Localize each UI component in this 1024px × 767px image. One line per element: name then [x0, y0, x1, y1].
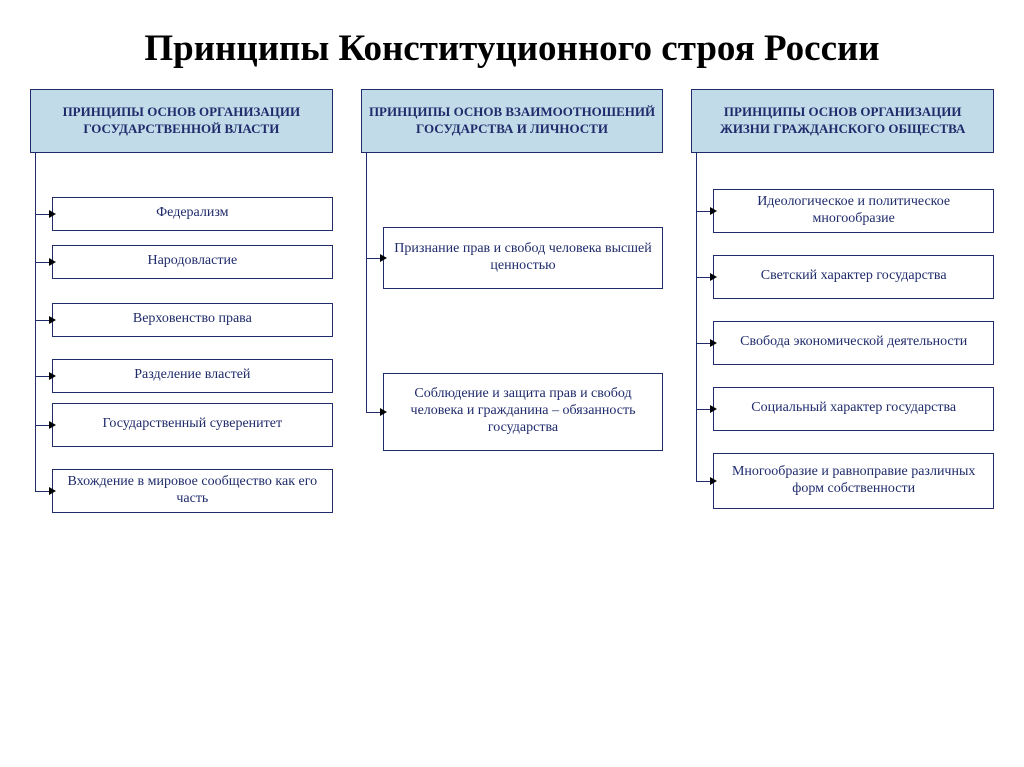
arrow-right-icon: [710, 207, 717, 215]
principle-item: Социальный характер государства: [713, 387, 994, 431]
column-2: ПРИНЦИПЫ ОСНОВ ВЗАИМООТНОШЕНИЙ ГОСУДАРСТ…: [361, 89, 664, 513]
items-wrap: Идеологическое и политическое многообраз…: [691, 153, 994, 509]
principle-item: Федерализм: [52, 197, 333, 231]
principle-item: Разделение властей: [52, 359, 333, 393]
item-row: Признание прав и свобод человека высшей …: [383, 227, 664, 289]
item-row: Соблюдение и защита прав и свобод челове…: [383, 373, 664, 451]
item-row: Государственный суверенитет: [52, 403, 333, 447]
principle-item: Народовластие: [52, 245, 333, 279]
arrow-right-icon: [49, 372, 56, 380]
item-row: Идеологическое и политическое многообраз…: [713, 189, 994, 233]
vertical-line: [35, 153, 36, 491]
item-row: Верховенство права: [52, 303, 333, 337]
items-wrap: Признание прав и свобод человека высшей …: [361, 153, 664, 451]
item-row: Многообразие и равноправие различных фор…: [713, 453, 994, 509]
arrow-right-icon: [710, 405, 717, 413]
column-header: ПРИНЦИПЫ ОСНОВ ОРГАНИЗАЦИИ ЖИЗНИ ГРАЖДАН…: [691, 89, 994, 153]
principle-item: Государственный суверенитет: [52, 403, 333, 447]
arrow-right-icon: [710, 477, 717, 485]
arrow-right-icon: [49, 210, 56, 218]
arrow-right-icon: [710, 273, 717, 281]
principle-item: Идеологическое и политическое многообраз…: [713, 189, 994, 233]
page-title: Принципы Конституционного строя России: [0, 0, 1024, 89]
item-row: Федерализм: [52, 197, 333, 231]
item-row: Разделение властей: [52, 359, 333, 393]
arrow-right-icon: [49, 487, 56, 495]
columns-container: ПРИНЦИПЫ ОСНОВ ОРГАНИЗАЦИИ ГОСУДАРСТВЕНН…: [0, 89, 1024, 513]
principle-item: Свобода экономической деятельности: [713, 321, 994, 365]
principle-item: Вхождение в мировое сообщество как его ч…: [52, 469, 333, 513]
principle-item: Признание прав и свобод человека высшей …: [383, 227, 664, 289]
principle-item: Верховенство права: [52, 303, 333, 337]
item-row: Социальный характер государства: [713, 387, 994, 431]
arrow-right-icon: [49, 421, 56, 429]
item-row: Светский характер государства: [713, 255, 994, 299]
item-row: Вхождение в мировое сообщество как его ч…: [52, 469, 333, 513]
item-row: Народовластие: [52, 245, 333, 279]
vertical-line: [696, 153, 697, 481]
arrow-right-icon: [49, 258, 56, 266]
column-3: ПРИНЦИПЫ ОСНОВ ОРГАНИЗАЦИИ ЖИЗНИ ГРАЖДАН…: [691, 89, 994, 513]
arrow-right-icon: [380, 254, 387, 262]
items-wrap: Федерализм Народовластие Верховенство прав…: [30, 153, 333, 513]
principle-item: Светский характер государства: [713, 255, 994, 299]
column-header: ПРИНЦИПЫ ОСНОВ ВЗАИМООТНОШЕНИЙ ГОСУДАРСТ…: [361, 89, 664, 153]
column-1: ПРИНЦИПЫ ОСНОВ ОРГАНИЗАЦИИ ГОСУДАРСТВЕНН…: [30, 89, 333, 513]
arrow-right-icon: [49, 316, 56, 324]
column-header: ПРИНЦИПЫ ОСНОВ ОРГАНИЗАЦИИ ГОСУДАРСТВЕНН…: [30, 89, 333, 153]
item-row: Свобода экономической деятельности: [713, 321, 994, 365]
arrow-right-icon: [710, 339, 717, 347]
principle-item: Соблюдение и защита прав и свобод челове…: [383, 373, 664, 451]
vertical-line: [366, 153, 367, 412]
arrow-right-icon: [380, 408, 387, 416]
principle-item: Многообразие и равноправие различных фор…: [713, 453, 994, 509]
